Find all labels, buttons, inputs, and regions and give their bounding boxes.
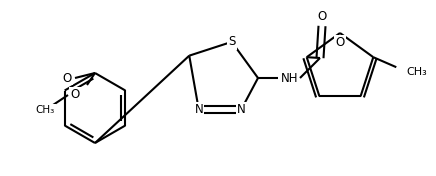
Text: CH₃: CH₃ bbox=[406, 67, 427, 77]
Text: O: O bbox=[317, 10, 327, 23]
Text: S: S bbox=[228, 35, 235, 48]
Text: N: N bbox=[194, 103, 203, 116]
Text: NH: NH bbox=[281, 71, 299, 84]
Text: O: O bbox=[335, 36, 344, 49]
Text: CH₃: CH₃ bbox=[35, 105, 54, 115]
Text: O: O bbox=[70, 89, 80, 102]
Text: O: O bbox=[62, 71, 72, 84]
Text: N: N bbox=[237, 103, 245, 116]
